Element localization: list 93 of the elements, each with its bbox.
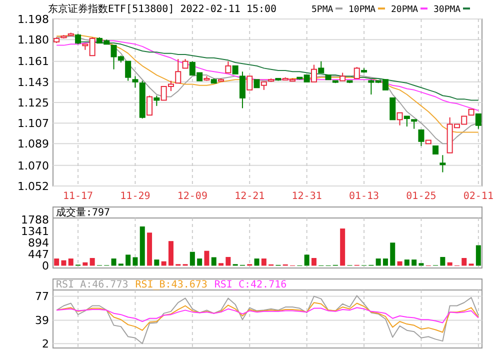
bar <box>447 262 452 266</box>
candlestick <box>246 76 253 90</box>
bar <box>226 256 231 266</box>
bar <box>61 260 66 266</box>
candlestick <box>75 33 82 45</box>
bar <box>440 256 446 266</box>
bar <box>311 258 316 266</box>
chart-title: 东京证券指数ETF[513800] 2022-02-11 15:00 <box>48 3 277 15</box>
bar <box>126 254 131 266</box>
candlestick <box>354 66 360 79</box>
bar <box>154 260 160 266</box>
candlestick <box>182 58 188 69</box>
bar <box>68 258 74 266</box>
y-tick-label: 1.070 <box>18 159 49 172</box>
y-tick-label: 1.180 <box>18 33 49 46</box>
bar <box>476 245 481 266</box>
line-series <box>56 307 479 324</box>
text: RSI_B:43.673 <box>135 280 208 290</box>
x-tick-label: 01-13 <box>348 191 380 202</box>
candlestick <box>440 154 446 173</box>
bar <box>261 258 266 266</box>
bar <box>54 258 60 266</box>
candlestick <box>411 119 418 130</box>
series-label: RSI_A:46.773 <box>56 280 128 290</box>
y-tick-label: 0 <box>42 260 49 273</box>
y-tick-label: 1.107 <box>18 116 49 130</box>
candlestick <box>390 97 396 120</box>
y-tick-label: 894 <box>28 236 49 250</box>
bar <box>204 250 210 266</box>
bar <box>132 257 138 266</box>
x-tick-label: 01-25 <box>406 191 436 202</box>
y-tick-label: 1.161 <box>18 55 49 68</box>
y-tick-label: 77 <box>35 290 49 304</box>
candlestick <box>475 113 482 130</box>
y-tick-label: 447 <box>28 248 49 262</box>
bar <box>90 258 95 266</box>
bar <box>390 242 396 266</box>
candlestick <box>125 60 132 82</box>
x-tick-label: 11-17 <box>62 191 94 202</box>
bar <box>168 241 174 266</box>
bar <box>111 258 116 266</box>
bar <box>254 258 260 266</box>
candlestick <box>418 129 424 146</box>
y-tick-label: 1.052 <box>18 180 49 193</box>
x-tick-label: 12-21 <box>234 191 265 202</box>
bar <box>147 232 152 266</box>
line-series <box>56 40 479 112</box>
candlestick <box>175 58 182 84</box>
candlestick <box>318 60 324 74</box>
bar <box>404 260 410 266</box>
candlestick <box>404 116 410 128</box>
bar <box>197 258 202 266</box>
line-series <box>56 302 479 333</box>
candlestick <box>225 60 232 74</box>
bar <box>376 258 381 266</box>
x-tick-label: 02-11 <box>463 191 494 202</box>
bar <box>462 258 467 266</box>
y-tick-label: 1341 <box>21 225 49 238</box>
line-series <box>56 295 479 344</box>
candlestick <box>396 112 403 126</box>
y-tick-label: 39 <box>35 314 49 328</box>
bar <box>140 226 145 266</box>
x-tick-label: 11-29 <box>120 191 150 202</box>
bar <box>304 254 310 266</box>
legend-label: 10PMA <box>348 5 376 15</box>
text: RSI_C:42.716 <box>214 280 287 290</box>
x-tick-label: 12-31 <box>292 191 322 202</box>
y-tick-label: 1.198 <box>18 12 49 26</box>
y-tick-label: 1.125 <box>18 96 49 110</box>
bar <box>190 252 195 266</box>
bar <box>161 261 166 266</box>
chart-title: 成交量:797 <box>56 206 110 218</box>
candlestick <box>239 71 246 109</box>
bar <box>211 257 216 266</box>
candlestick <box>310 64 317 82</box>
x-tick-label: 12-09 <box>177 191 208 202</box>
candlestick <box>132 76 138 88</box>
bar <box>397 261 402 266</box>
y-tick-label: 1.089 <box>18 138 49 151</box>
legend-label: 30PMA <box>434 5 462 15</box>
bar <box>418 263 424 266</box>
bar <box>82 262 88 266</box>
legend-label: 5PMA <box>312 5 334 15</box>
legend-label: 20PMA <box>391 5 419 15</box>
y-tick-label: 2 <box>42 337 49 350</box>
y-tick-label: 1788 <box>21 214 49 227</box>
bar <box>382 258 388 266</box>
bar <box>340 228 346 266</box>
y-tick-label: 1.143 <box>18 76 49 89</box>
bar <box>412 260 417 266</box>
candlestick <box>154 95 160 106</box>
bar <box>218 263 224 266</box>
candlestick <box>146 95 153 116</box>
